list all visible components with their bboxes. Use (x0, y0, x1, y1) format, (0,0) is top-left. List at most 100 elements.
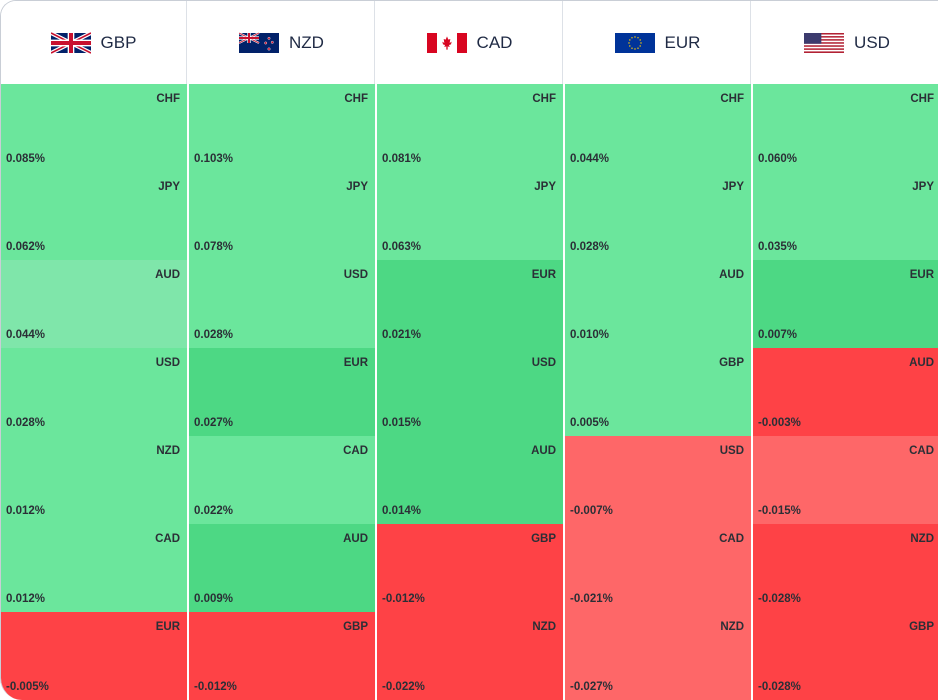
pair-label: AUD (719, 269, 744, 281)
pair-value: -0.007% (570, 505, 613, 517)
pair-cell[interactable]: CAD 0.012% (1, 524, 187, 612)
pair-value: -0.021% (570, 593, 613, 605)
column-header-eur[interactable]: EUR (565, 1, 751, 84)
currency-column-eur: EUR CHF 0.044% JPY 0.028% AUD 0.010% GBP 0.005% U… (565, 1, 753, 700)
pair-value: -0.003% (758, 417, 801, 429)
pair-value: 0.005% (570, 417, 610, 429)
pair-label: NZD (156, 445, 180, 457)
pair-label: CHF (720, 93, 744, 105)
pair-cell[interactable]: CHF 0.081% (377, 84, 563, 172)
pair-label: GBP (531, 533, 556, 545)
pair-label: EUR (155, 621, 180, 633)
column-header-usd[interactable]: USD (753, 1, 938, 84)
currency-label: EUR (664, 32, 701, 52)
pair-value: 0.027% (194, 417, 234, 429)
pair-cell[interactable]: AUD 0.014% (377, 436, 563, 524)
pair-cell[interactable]: CHF 0.103% (189, 84, 375, 172)
pair-cell[interactable]: USD 0.028% (189, 260, 375, 348)
pair-cell[interactable]: GBP -0.012% (189, 612, 375, 700)
pair-value: 0.010% (570, 329, 610, 341)
pair-label: JPY (346, 181, 368, 193)
pair-cell[interactable]: CAD -0.015% (753, 436, 938, 524)
pair-cell[interactable]: GBP -0.012% (377, 524, 563, 612)
pair-value: 0.007% (758, 329, 798, 341)
pair-value: -0.015% (758, 505, 801, 517)
pair-cell[interactable]: EUR 0.021% (377, 260, 563, 348)
pair-cell[interactable]: NZD -0.027% (565, 612, 751, 700)
pair-label: CHF (344, 93, 368, 105)
pair-label: USD (719, 445, 744, 457)
pair-label: EUR (909, 269, 934, 281)
pair-value: 0.063% (382, 241, 422, 253)
pair-label: GBP (719, 357, 744, 369)
pair-cells: CHF 0.103% JPY 0.078% USD 0.028% EUR 0.027% CAD 0… (189, 84, 375, 700)
pair-label: EUR (343, 357, 368, 369)
pair-value: 0.028% (570, 241, 610, 253)
currency-column-nzd: NZD CHF 0.103% JPY 0.078% USD 0.028% EUR 0.027% C… (189, 1, 377, 700)
pair-cells: CHF 0.081% JPY 0.063% EUR 0.021% USD 0.015% AUD 0… (377, 84, 563, 700)
pair-cell[interactable]: NZD -0.028% (753, 524, 938, 612)
pair-value: 0.015% (382, 417, 422, 429)
column-header-nzd[interactable]: NZD (189, 1, 375, 84)
pair-cell[interactable]: CHF 0.085% (1, 84, 187, 172)
pair-value: 0.009% (194, 593, 234, 605)
currency-column-cad: CAD CHF 0.081% JPY 0.063% EUR 0.021% USD 0.015% A… (377, 1, 565, 700)
pair-value: -0.022% (382, 681, 425, 693)
pair-cell[interactable]: CHF 0.060% (753, 84, 938, 172)
pair-value: 0.014% (382, 505, 422, 517)
pair-cell[interactable]: GBP 0.005% (565, 348, 751, 436)
pair-value: 0.062% (6, 241, 46, 253)
pair-label: JPY (534, 181, 556, 193)
pair-cell[interactable]: EUR -0.005% (1, 612, 187, 700)
pair-cell[interactable]: CAD -0.021% (565, 524, 751, 612)
currency-label: GBP (100, 32, 137, 52)
pair-cell[interactable]: GBP -0.028% (753, 612, 938, 700)
pair-value: 0.035% (758, 241, 798, 253)
pair-label: AUD (531, 445, 556, 457)
pair-label: GBP (343, 621, 368, 633)
pair-value: 0.103% (194, 153, 234, 165)
pair-value: 0.022% (194, 505, 234, 517)
pair-cell[interactable]: JPY 0.035% (753, 172, 938, 260)
pair-cell[interactable]: USD 0.028% (1, 348, 187, 436)
pair-label: EUR (531, 269, 556, 281)
currency-label: CAD (476, 32, 513, 52)
pair-cell[interactable]: CHF 0.044% (565, 84, 751, 172)
currency-label: USD (854, 32, 890, 52)
pair-cell[interactable]: AUD -0.003% (753, 348, 938, 436)
pair-value: 0.012% (6, 505, 46, 517)
pair-value: -0.012% (382, 593, 425, 605)
pair-cell[interactable]: JPY 0.028% (565, 172, 751, 260)
pair-cell[interactable]: AUD 0.044% (1, 260, 187, 348)
column-header-gbp[interactable]: GBP (1, 1, 187, 84)
pair-cell[interactable]: EUR 0.027% (189, 348, 375, 436)
ca-flag-icon (426, 32, 467, 54)
pair-cell[interactable]: NZD -0.022% (377, 612, 563, 700)
pair-label: USD (531, 357, 556, 369)
pair-label: CAD (719, 533, 744, 545)
pair-label: CHF (910, 93, 934, 105)
us-flag-icon (804, 32, 845, 54)
pair-cell[interactable]: CAD 0.022% (189, 436, 375, 524)
pair-cell[interactable]: NZD 0.012% (1, 436, 187, 524)
pair-value: 0.028% (6, 417, 46, 429)
pair-cell[interactable]: USD -0.007% (565, 436, 751, 524)
pair-value: -0.027% (570, 681, 613, 693)
pair-cell[interactable]: EUR 0.007% (753, 260, 938, 348)
pair-value: 0.012% (6, 593, 46, 605)
pair-cell[interactable]: USD 0.015% (377, 348, 563, 436)
uk-flag-icon (50, 31, 91, 54)
pair-cell[interactable]: AUD 0.010% (565, 260, 751, 348)
currency-label: NZD (289, 32, 324, 52)
pair-cells: CHF 0.085% JPY 0.062% AUD 0.044% USD 0.028% NZD 0… (1, 84, 187, 700)
pair-label: USD (155, 357, 180, 369)
pair-label: GBP (909, 621, 934, 633)
column-header-cad[interactable]: CAD (377, 1, 563, 84)
eu-flag-icon (614, 32, 655, 54)
pair-label: USD (343, 269, 368, 281)
pair-cell[interactable]: JPY 0.062% (1, 172, 187, 260)
pair-cell[interactable]: JPY 0.078% (189, 172, 375, 260)
pair-cell[interactable]: AUD 0.009% (189, 524, 375, 612)
pair-cell[interactable]: JPY 0.063% (377, 172, 563, 260)
